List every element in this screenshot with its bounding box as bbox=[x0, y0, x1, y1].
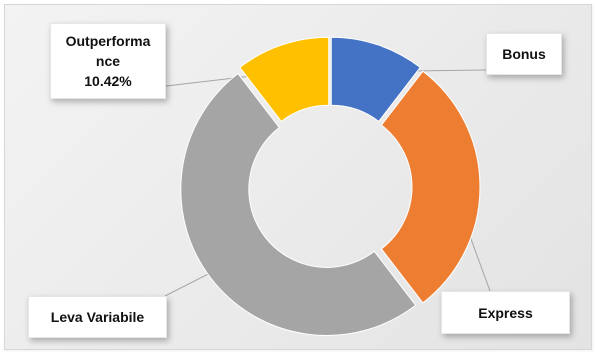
data-label-express-text: Express bbox=[478, 304, 533, 321]
donut-slice-express bbox=[380, 70, 481, 304]
donut-slice-bonus bbox=[330, 36, 421, 123]
donut-slice-outperformance bbox=[239, 36, 330, 123]
data-label-express: Express bbox=[441, 291, 570, 334]
data-label-outperformance-text: Outperforma nce 10.42% bbox=[65, 33, 151, 89]
data-label-leva-variabile-text: Leva Variabile bbox=[50, 309, 145, 325]
data-label-leva-variabile: Leva Variabile bbox=[28, 296, 167, 338]
donut-slice-leva-variabile bbox=[180, 72, 417, 336]
donut-slices bbox=[180, 36, 481, 336]
data-label-outperformance: Outperforma nce 10.42% bbox=[50, 23, 166, 99]
data-label-bonus: Bonus bbox=[486, 33, 562, 75]
data-label-bonus-text: Bonus bbox=[502, 46, 546, 62]
